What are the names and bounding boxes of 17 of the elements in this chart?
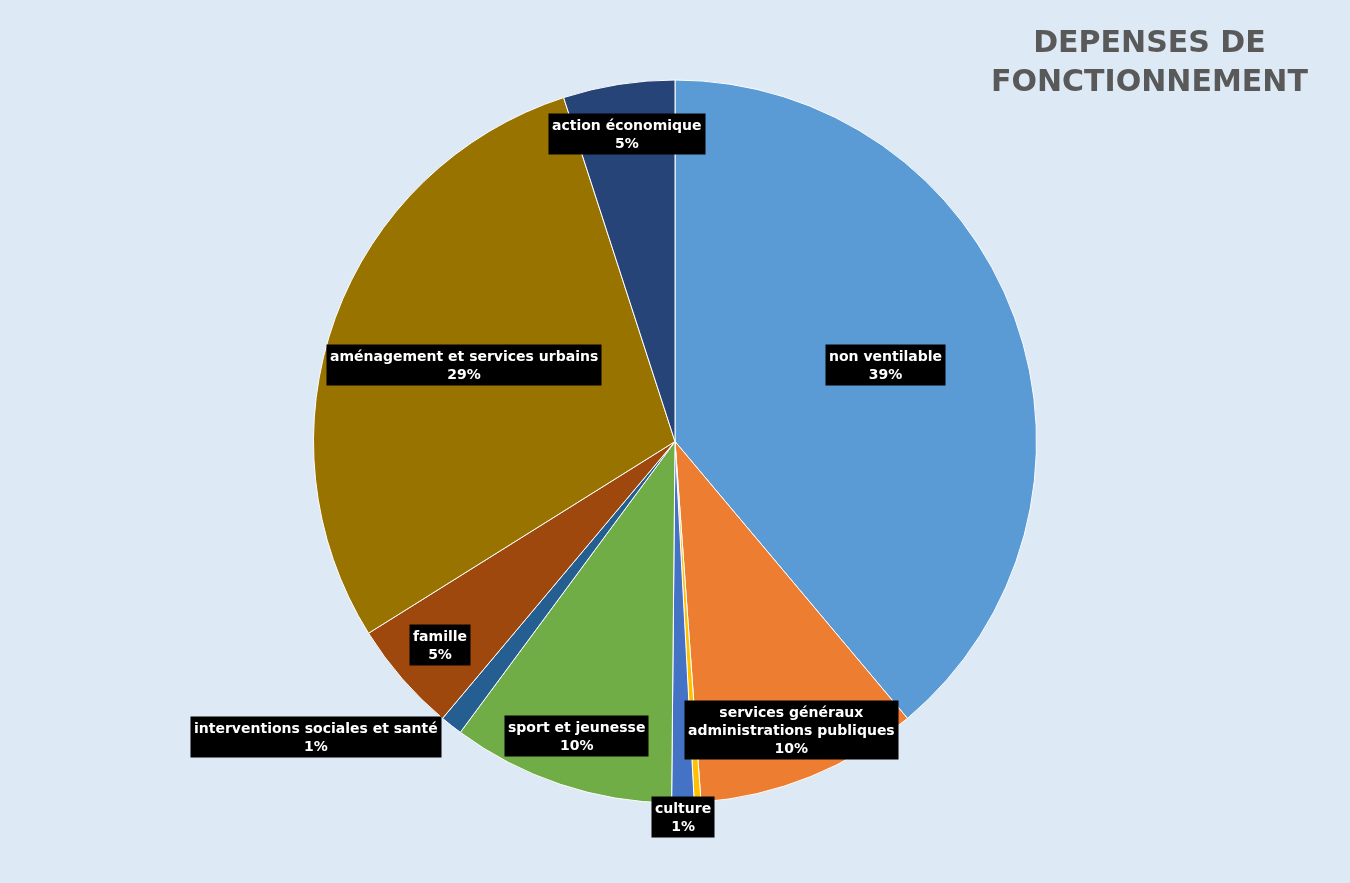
slice-label: aménagement et services urbains — [330, 348, 599, 364]
data-label: 5% — [428, 646, 452, 663]
data-label: 1% — [671, 818, 695, 835]
data-label: 39% — [868, 366, 903, 383]
text: DEPENSES DE FONCTIONNEMENT — [991, 24, 1309, 98]
slice-label: culture — [655, 800, 712, 816]
slice-label: sport et jeunesse — [508, 719, 646, 735]
data-label: 10% — [774, 740, 809, 757]
data-label: 5% — [614, 135, 639, 152]
slice-label: action économique — [552, 117, 702, 133]
data-label: 10% — [559, 737, 594, 754]
data-label: 1% — [303, 738, 328, 755]
slice-label: non ventilable — [829, 348, 943, 364]
slice-label: famille — [413, 628, 468, 644]
slice-label: interventions sociales et santé — [194, 720, 438, 736]
slice-label: services généraux administrations publiques — [688, 704, 895, 739]
data-label: 29% — [447, 366, 481, 383]
